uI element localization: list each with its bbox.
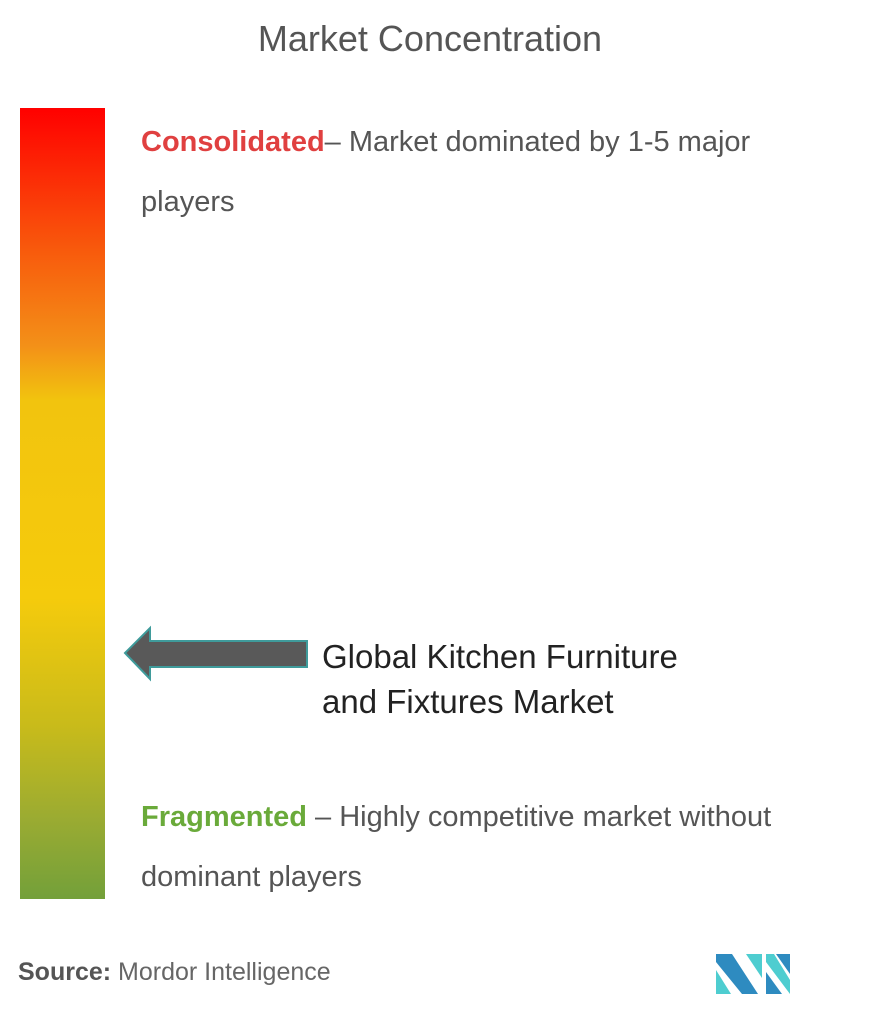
source-label: Source: bbox=[18, 958, 112, 986]
market-label: Global Kitchen Furniture and Fixtures Ma… bbox=[322, 638, 678, 720]
consolidated-text: – Market dominated by 1-5 major players bbox=[141, 126, 751, 218]
mordor-intelligence-logo bbox=[714, 952, 792, 1001]
source-note: Source: Mordor Intelligence bbox=[18, 958, 331, 987]
fragmented-keyword: Fragmented bbox=[141, 801, 307, 833]
fragmented-text: – Highly competitive market without domi… bbox=[141, 801, 772, 893]
chart-title: Market Concentration bbox=[257, 18, 603, 59]
left-arrow-icon bbox=[120, 622, 312, 691]
fragmented-description: Fragmented – Highly competitive market w… bbox=[141, 787, 841, 907]
concentration-gradient-bar bbox=[20, 108, 105, 899]
consolidated-keyword: Consolidated bbox=[141, 126, 325, 158]
consolidated-description: Consolidated– Market dominated by 1-5 ma… bbox=[141, 112, 841, 232]
source-value: Mordor Intelligence bbox=[111, 958, 331, 986]
